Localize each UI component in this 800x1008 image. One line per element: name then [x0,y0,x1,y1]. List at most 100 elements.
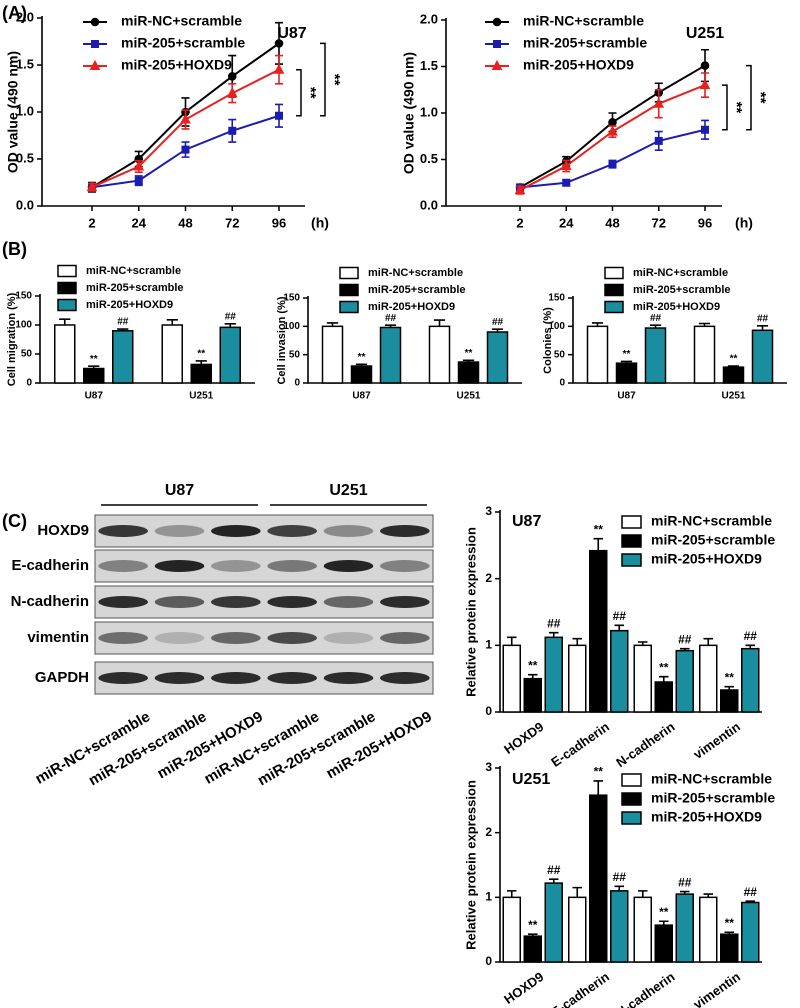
y-axis-label: OD value (490 nm) [5,51,21,173]
blot-strip [94,621,434,655]
blot-band [154,672,205,684]
error-bar [166,318,178,325]
significance-label: ** [594,522,604,536]
blot-band [211,560,261,572]
significance-label: ## [613,609,627,623]
x-tick-label: 24 [132,215,147,230]
significance-label: ** [725,916,735,930]
bar [523,677,542,713]
blot-band [323,560,374,572]
legend-label: miR-205+scramble [651,532,775,548]
blot-band [380,632,430,644]
significance-label: ## [678,632,692,646]
significance-label: ## [385,313,397,324]
significance-label: ** [90,354,98,365]
x-tick-label: vimentin [691,719,743,762]
x-tick-label: N-cadherin [613,719,677,770]
bar [190,363,212,384]
significance-label: ## [225,311,237,322]
legend-swatch [604,300,624,314]
marker [560,159,572,171]
legend-label: miR-205+scramble [368,284,466,296]
blot-band [380,672,430,684]
x-tick-label: 2 [516,215,523,230]
bar [219,326,241,384]
y-tick-label: 50 [21,349,33,360]
marker [91,40,99,48]
significance-label: ## [117,317,129,328]
marker [700,61,710,70]
significance-label: ** [358,352,366,363]
marker [89,59,101,70]
x-tick-label: 72 [652,215,666,230]
significance-label: ## [613,870,627,884]
legend-label: miR-NC+scramble [368,267,463,279]
legend-label: miR-NC+scramble [523,13,644,29]
legend-swatch [339,266,359,280]
bar [486,331,509,384]
significance-label: ## [547,863,561,877]
legend-label: miR-NC+scramble [651,771,772,787]
blot-band [267,632,317,644]
marker [493,40,501,48]
x-tick-label: 24 [559,215,574,230]
y-tick-label: 3 [485,504,492,518]
legend-label: miR-205+scramble [651,790,775,806]
blot-band [267,672,317,684]
bar [720,933,739,963]
y-tick-label: 1.0 [16,103,34,118]
bar [654,924,673,963]
error-bar [572,637,583,646]
bar [589,549,608,713]
bar [675,893,694,963]
legend-swatch [621,553,642,567]
bar [379,326,402,384]
y-tick-label: 150 [548,293,565,304]
blot-band [98,672,148,684]
marker [608,160,617,169]
blot-row-label: E-cadherin [11,557,89,574]
blot-band [380,596,430,608]
marker [227,71,237,81]
marker [608,118,617,127]
y-tick-label: 50 [554,349,566,360]
chart-title: U251 [512,771,550,788]
significance-bracket [296,68,302,117]
error-bar [756,324,769,331]
bar [568,644,587,713]
blot-row-label: HOXD9 [37,522,89,539]
y-axis-label: Cell migration (%) [6,292,18,386]
bar [644,327,667,384]
marker [701,125,709,134]
legend-label: miR-205+HOXD9 [368,301,455,313]
legend-label: miR-205+HOXD9 [523,57,634,73]
bar [751,329,774,384]
group-label: U251 [329,482,367,499]
blot-band [154,596,205,608]
error-bar [614,885,625,891]
y-tick-label: 2.0 [16,9,34,24]
y-axis-label: Relative protein expression [463,527,478,697]
y-tick-label: 0.5 [420,151,438,166]
marker [228,126,237,135]
blot-band [98,525,148,537]
legend-swatch [57,264,77,278]
error-bar [637,890,648,898]
significance-label: ** [659,660,669,674]
significance-label: ## [757,313,769,324]
significance-label: ** [752,92,769,104]
series-line [519,128,706,189]
error-bar [506,636,517,646]
bar [54,324,76,384]
legend-swatch [621,534,642,548]
legend-swatch [621,811,642,825]
significance-label: ** [302,87,319,99]
legend-swatch [604,283,624,297]
marker [134,176,143,185]
error-bar [548,631,559,638]
blot-strip [94,514,434,548]
bar [615,362,638,384]
error-bar [506,890,517,898]
x-tick-label: E-cadherin [548,719,612,770]
